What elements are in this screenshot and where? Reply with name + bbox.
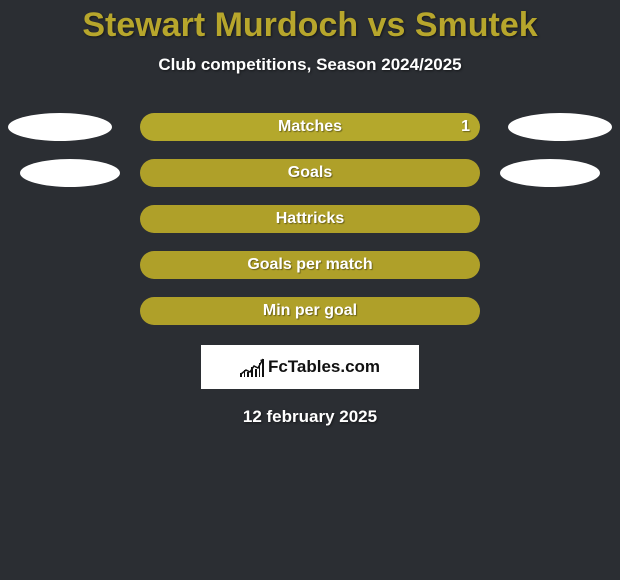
subtitle: Club competitions, Season 2024/2025	[0, 55, 620, 75]
left-ellipse	[20, 159, 120, 187]
right-ellipse	[508, 113, 612, 141]
stat-label: Hattricks	[276, 210, 344, 228]
stat-bar: Goals per match	[140, 251, 480, 279]
stat-bar: Min per goal	[140, 297, 480, 325]
stats-container: Matches 1 Goals Hattricks Goals per match Min…	[0, 113, 620, 325]
date-text: 12 february 2025	[0, 407, 620, 427]
comparison-infographic: Stewart Murdoch vs Smutek Club competiti…	[0, 0, 620, 580]
left-ellipse	[8, 113, 112, 141]
stat-bar: Matches 1	[140, 113, 480, 141]
stat-row: Goals	[0, 159, 620, 187]
stat-label: Min per goal	[263, 302, 357, 320]
stat-value-right: 1	[461, 118, 470, 136]
stat-bar: Goals	[140, 159, 480, 187]
stat-row: Min per goal	[0, 297, 620, 325]
stat-row: Goals per match	[0, 251, 620, 279]
page-title: Stewart Murdoch vs Smutek	[0, 0, 620, 45]
stat-row: Hattricks	[0, 205, 620, 233]
logo-chart-icon	[240, 357, 264, 377]
stat-label: Matches	[278, 118, 342, 136]
stat-label: Goals	[288, 164, 332, 182]
logo: FcTables.com	[240, 357, 380, 377]
stat-row: Matches 1	[0, 113, 620, 141]
stat-bar: Hattricks	[140, 205, 480, 233]
right-ellipse	[500, 159, 600, 187]
stat-label: Goals per match	[247, 256, 372, 274]
logo-box: FcTables.com	[201, 345, 419, 389]
logo-text: FcTables.com	[268, 357, 380, 377]
